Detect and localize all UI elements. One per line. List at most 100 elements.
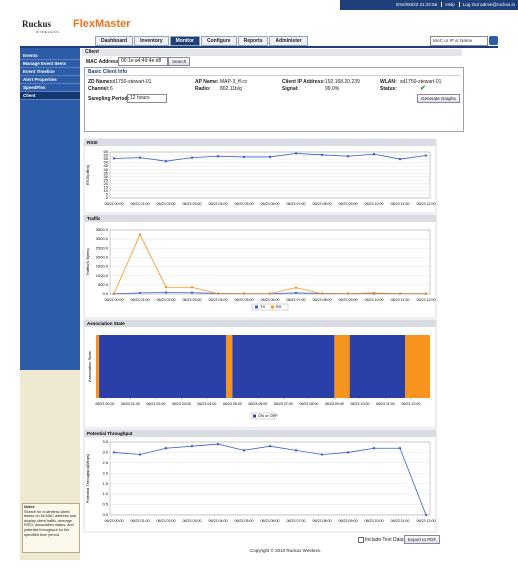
y-tick-label: 45 <box>104 163 109 168</box>
point <box>190 286 194 289</box>
x-tick-label: 06/23 06:00 <box>261 298 280 302</box>
x-tick-label: 06/23 11:00 <box>391 298 410 302</box>
nav-tab[interactable]: Inventory <box>134 36 169 46</box>
field-value: 6 <box>110 86 113 92</box>
generate-button[interactable]: Generate Graphs <box>417 94 460 103</box>
field-label: ZD Name: <box>88 79 112 85</box>
state-segment <box>349 335 406 398</box>
y-tick-label: 0.0 <box>102 512 108 517</box>
export-button[interactable]: Export to PDF <box>404 535 441 544</box>
sidebar-item[interactable]: Manage Event Items <box>20 60 80 68</box>
x-tick-label: 06/23 10:00 <box>365 298 384 302</box>
sidebar-item[interactable]: Event Timeline <box>20 68 80 76</box>
logout-link[interactable]: Log Out <box>458 2 479 7</box>
sampling-label: Sampling Period: <box>88 96 130 102</box>
mac-input[interactable]: 00:1e:a4:49:4e:d8 <box>118 57 168 66</box>
chart-title: Association State <box>87 321 125 326</box>
field-value: MAP-3_ff-cc <box>220 79 248 85</box>
point <box>190 444 194 448</box>
y-tick-label: 65 <box>104 149 109 154</box>
x-tick-label: 06/23 07:00 <box>287 298 306 302</box>
state-segment <box>99 335 227 398</box>
chart-title: Traffic <box>87 216 101 221</box>
include-checkbox[interactable] <box>358 537 364 543</box>
y-tick-label: 25 <box>104 177 109 182</box>
point <box>112 157 116 160</box>
state-segment <box>96 335 100 398</box>
field-label: WLAN: <box>380 79 397 85</box>
help-link[interactable]: Help <box>441 2 455 7</box>
search-go[interactable] <box>489 36 498 45</box>
field-label: Signal: <box>282 86 299 92</box>
plot-frame <box>109 441 431 516</box>
x-tick-label: 06/23 12:00 <box>417 519 436 523</box>
point <box>112 292 116 295</box>
info-box <box>84 67 464 132</box>
y-axis-title: Potential Throughput(Mbps) <box>85 453 90 503</box>
client-title: Client <box>82 49 462 56</box>
field-label: Channel: <box>88 86 110 92</box>
x-tick-label: 06/23 04:00 <box>209 298 228 302</box>
field-label: Radio: <box>195 86 211 92</box>
point <box>138 291 142 295</box>
x-tick-label: 06/23 00:00 <box>105 202 124 206</box>
nav-tab[interactable]: Dashboard <box>95 36 134 46</box>
x-tick-label: 06/23 09:00 <box>339 298 358 302</box>
point <box>346 155 350 158</box>
y-tick-label: 2.0 <box>102 470 108 475</box>
y-axis-title: Association State <box>87 350 92 382</box>
x-tick-label: 06/23 04:00 <box>209 202 228 206</box>
point <box>268 155 272 159</box>
nav-tab[interactable]: Reports <box>237 36 269 46</box>
nav-tab[interactable]: Configure <box>200 36 237 46</box>
point <box>242 155 246 159</box>
x-tick-label: 06/23 09:00 <box>339 519 358 523</box>
point <box>138 233 142 236</box>
field-label: AP Name: <box>195 79 219 85</box>
search-box[interactable]: MAC or IP or Name <box>430 36 488 46</box>
x-tick-label: 06/23 06:00 <box>261 202 280 206</box>
chart-header <box>84 215 436 222</box>
x-tick-label: 06/23 03:00 <box>183 298 202 302</box>
chart-panel <box>83 429 437 533</box>
legend-swatch <box>271 305 274 309</box>
status-check: ✔ <box>420 85 426 92</box>
top-bar: 2010/04/22 21:22:56 Help Log Out admin@r… <box>340 0 518 10</box>
field-label: Status: <box>380 86 397 92</box>
x-tick-label: 06/23 08:00 <box>313 519 332 523</box>
x-tick-label: 06/23 03:00 <box>172 402 191 406</box>
sampling-select[interactable]: 12 hours <box>127 94 167 103</box>
mac-label: MAC Address <box>86 59 119 65</box>
point <box>294 152 298 155</box>
legend-label: ON or OFF <box>258 413 278 418</box>
nav: Dashboard Inventory Monitor Configure Report… <box>95 36 309 46</box>
sidebar-item[interactable]: SpeedFlex <box>20 84 80 92</box>
x-tick-label: 06/23 08:00 <box>313 202 332 206</box>
x-tick-label: 06/23 01:00 <box>131 202 150 206</box>
nav-tab[interactable]: Monitor <box>169 36 200 46</box>
y-tick-label: 3.5 <box>102 439 108 444</box>
x-tick-label: 06/23 11:00 <box>391 519 410 523</box>
sidebar: Events Manage Event Items Event Timeline Al… <box>20 48 80 370</box>
state-segment <box>405 335 430 398</box>
nav-rule <box>20 46 498 48</box>
x-tick-label: 06/23 10:00 <box>365 202 384 206</box>
point <box>398 157 402 161</box>
y-tick-label: 40 <box>104 167 109 172</box>
x-tick-label: 06/23 09:00 <box>339 202 358 206</box>
field-value: 802.11b/g <box>220 86 242 92</box>
y-tick-label: 3500.0 <box>96 227 109 232</box>
x-tick-label: 06/23 00:00 <box>105 298 124 302</box>
search-button[interactable]: Search <box>168 57 191 66</box>
copyright: Copyright © 2010 Ruckus Wireless. <box>250 548 322 553</box>
chart-title: Potential Throughput <box>87 431 133 436</box>
sidebar-item[interactable]: Alert Properties <box>20 76 80 84</box>
point <box>164 286 168 289</box>
field-label: Client IP Address: <box>282 79 325 85</box>
x-tick-label: 06/23 10:00 <box>350 402 369 406</box>
nav-tab[interactable]: Administer <box>269 36 308 46</box>
sidebar-item[interactable]: Events <box>20 52 80 60</box>
sidebar-item[interactable]: Client <box>20 92 80 100</box>
